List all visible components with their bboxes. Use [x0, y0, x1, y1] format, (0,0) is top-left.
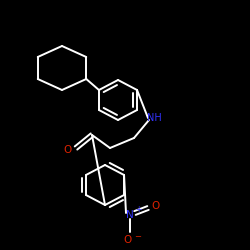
- Text: O: O: [64, 145, 72, 155]
- Text: −: −: [134, 232, 141, 241]
- Text: O: O: [124, 235, 132, 245]
- Text: +: +: [135, 206, 141, 214]
- Text: N: N: [126, 210, 134, 220]
- Text: NH: NH: [146, 113, 162, 123]
- Text: O: O: [152, 201, 160, 211]
